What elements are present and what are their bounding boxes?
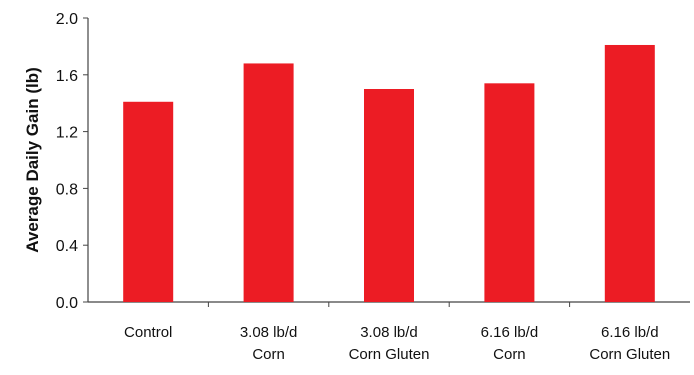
y-tick-label: 0.0 [56, 295, 78, 312]
bar-4 [604, 44, 655, 302]
x-axis-category-labels: Control 3.08 lb/d Corn 3.08 lb/d Corn Gluten… [124, 302, 670, 363]
x-category-label: 3.08 lb/d [360, 324, 418, 341]
x-category-label: Corn Gluten [349, 346, 430, 363]
x-category-label: Corn Gluten [589, 346, 670, 363]
y-tick-label: 0.8 [56, 181, 78, 198]
bar-2 [364, 89, 414, 302]
y-tick-label: 2.0 [56, 11, 78, 28]
x-category-label: 6.16 lb/d [601, 324, 659, 341]
x-category-label: 6.16 lb/d [481, 324, 539, 341]
bars [123, 44, 655, 302]
bar-1 [243, 63, 294, 302]
y-tick-label: 0.4 [56, 238, 78, 255]
y-axis-ticks: 0.0 0.4 0.8 1.2 1.6 2.0 [56, 11, 88, 312]
y-tick-label: 1.6 [56, 68, 78, 85]
x-category-label: 3.08 lb/d [240, 324, 298, 341]
y-axis-title: Average Daily Gain (lb) [23, 67, 42, 252]
bar-0 [123, 101, 174, 302]
bar-3 [484, 83, 535, 302]
x-category-label: Control [124, 324, 172, 341]
x-category-label: Corn [493, 346, 526, 363]
y-tick-label: 1.2 [56, 125, 78, 142]
x-category-label: Corn [252, 346, 285, 363]
